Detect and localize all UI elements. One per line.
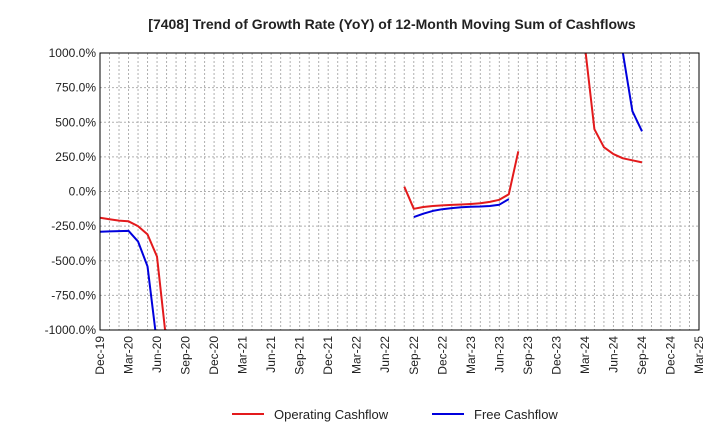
x-tick-label: Jun-24: [606, 336, 620, 373]
x-tick-label: Jun-21: [264, 336, 278, 373]
legend: Operating Cashflow Free Cashflow: [232, 407, 558, 422]
x-tick-label: Mar-23: [464, 336, 478, 374]
grid: [100, 53, 699, 330]
y-tick-label: -1000.0%: [45, 323, 97, 337]
x-tick-label: Sep-22: [407, 336, 421, 375]
x-tick-label: Dec-19: [93, 336, 107, 375]
y-tick-label: -250.0%: [51, 219, 96, 233]
y-tick-label: 500.0%: [55, 115, 96, 129]
operating-cashflow-line: [403, 151, 520, 210]
y-tick-label: -750.0%: [51, 288, 96, 302]
x-tick-label: Sep-20: [179, 336, 193, 375]
x-tick-label: Dec-22: [435, 336, 449, 375]
y-tick-label: 750.0%: [55, 81, 96, 95]
y-tick-label: 1000.0%: [49, 46, 97, 60]
x-tick-label: Jun-23: [492, 336, 506, 373]
free-cashflow-line: [100, 229, 157, 330]
x-tick-label: Dec-21: [321, 336, 335, 375]
plot-frame: [99, 52, 700, 331]
x-tick-label: Mar-24: [578, 336, 592, 374]
y-tick-label: 0.0%: [69, 185, 97, 199]
x-tick-label: Sep-21: [293, 336, 307, 375]
series-layer: [100, 53, 643, 330]
y-tick-label: -500.0%: [51, 254, 96, 268]
x-tick-label: Mar-21: [236, 336, 250, 374]
x-tick-label: Mar-22: [350, 336, 364, 374]
free-cashflow-line: [621, 53, 643, 132]
operating-cashflow-line: [584, 53, 643, 164]
free-cashflow-legend-label: Free Cashflow: [474, 407, 558, 422]
y-axis: 1000.0% 750.0% 500.0% 250.0% 0.0% -250.0% -500…: [45, 46, 97, 337]
x-tick-label: Mar-20: [122, 336, 136, 374]
x-axis: Dec-19 Mar-20 Jun-20 Sep-20 Dec-20 Mar-21 Jun-…: [93, 336, 706, 375]
operating-cashflow-legend-label: Operating Cashflow: [274, 407, 389, 422]
free-cashflow-line: [413, 198, 510, 219]
operating-cashflow-line: [100, 216, 167, 330]
x-tick-label: Mar-25: [692, 336, 706, 374]
x-tick-label: Sep-24: [635, 336, 649, 375]
x-tick-label: Jun-20: [150, 336, 164, 373]
x-tick-label: Dec-24: [663, 336, 677, 375]
x-tick-label: Dec-20: [207, 336, 221, 375]
x-tick-label: Dec-23: [549, 336, 563, 375]
x-tick-label: Sep-23: [521, 336, 535, 375]
y-tick-label: 250.0%: [55, 150, 96, 164]
chart-title: [7408] Trend of Growth Rate (YoY) of 12-…: [148, 16, 636, 32]
x-tick-label: Jun-22: [378, 336, 392, 373]
